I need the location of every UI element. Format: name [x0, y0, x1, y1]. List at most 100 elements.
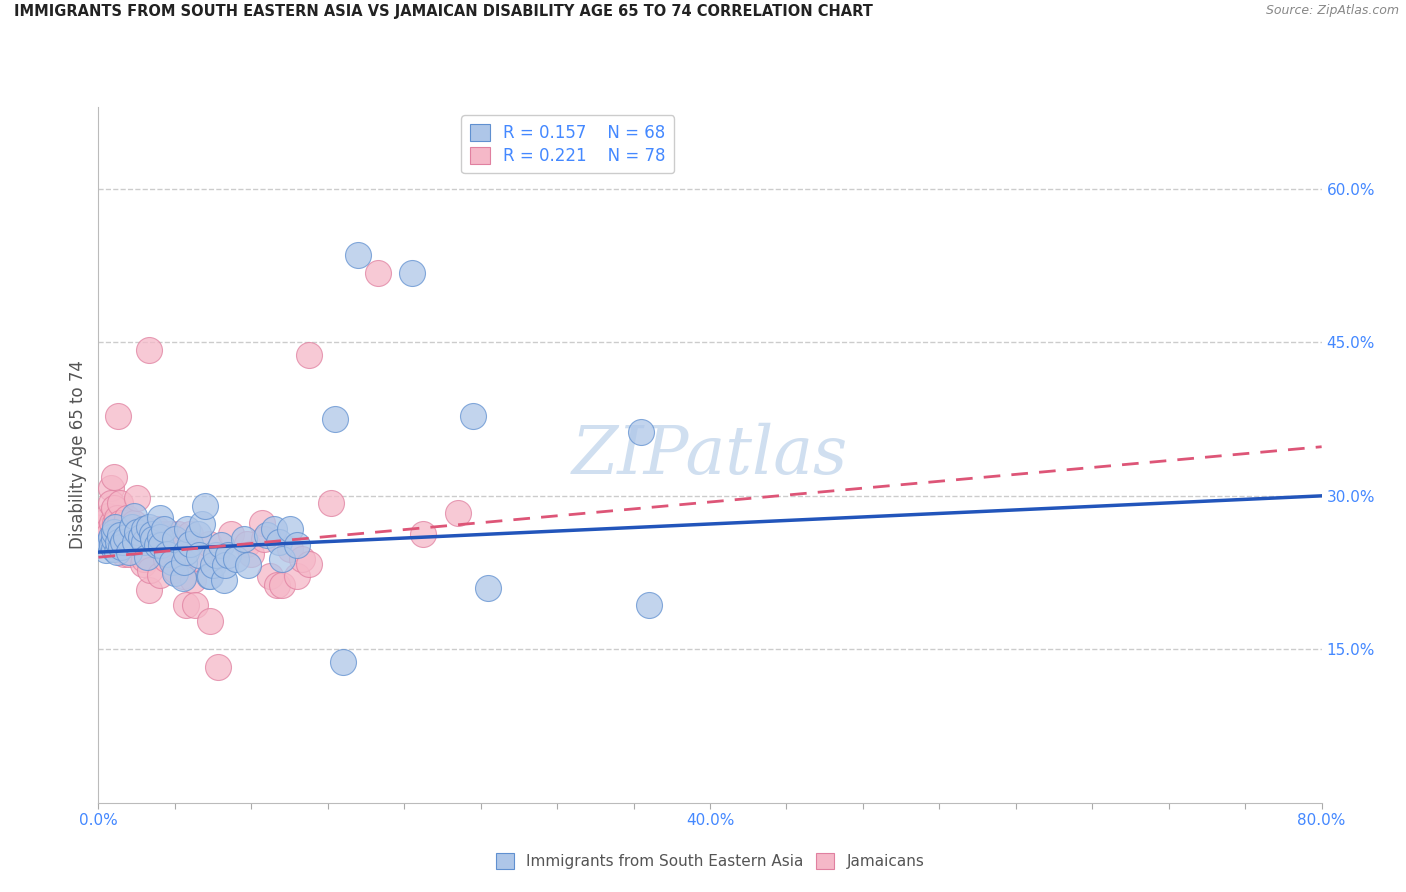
Point: [319, 496, 342, 510]
Text: ZIPatlas: ZIPatlas: [572, 422, 848, 488]
Point: [118, 547, 141, 561]
Point: [122, 516, 145, 531]
Point: [127, 532, 149, 546]
Point: [240, 547, 263, 561]
Point: [169, 537, 191, 551]
Point: [188, 548, 211, 562]
Point: [270, 578, 292, 592]
Point: [134, 522, 156, 536]
Point: [191, 517, 214, 532]
Point: [101, 532, 124, 546]
Point: [232, 532, 254, 546]
Point: [117, 526, 139, 541]
Point: [172, 568, 194, 582]
Point: [285, 568, 308, 582]
Point: [221, 526, 243, 541]
Point: [112, 532, 135, 546]
Point: [202, 558, 225, 573]
Point: [136, 550, 159, 565]
Point: [97, 509, 120, 524]
Point: [107, 409, 129, 423]
Point: [159, 526, 181, 541]
Point: [103, 532, 125, 546]
Point: [401, 266, 423, 280]
Point: [194, 499, 217, 513]
Point: [181, 573, 204, 587]
Point: [477, 581, 499, 595]
Point: [266, 578, 288, 592]
Point: [187, 526, 209, 541]
Point: [298, 348, 321, 362]
Point: [153, 542, 176, 557]
Point: [115, 516, 138, 531]
Point: [134, 552, 156, 566]
Point: [156, 547, 179, 561]
Point: [122, 509, 145, 524]
Point: [347, 248, 370, 262]
Point: [107, 535, 129, 549]
Point: [145, 522, 167, 536]
Point: [105, 511, 128, 525]
Point: [103, 470, 125, 484]
Point: [160, 552, 183, 566]
Point: [256, 527, 278, 541]
Point: [217, 548, 239, 562]
Point: [149, 567, 172, 582]
Point: [412, 526, 434, 541]
Point: [278, 542, 301, 557]
Point: [152, 526, 174, 541]
Point: [285, 538, 308, 552]
Point: [101, 516, 124, 531]
Text: IMMIGRANTS FROM SOUTH EASTERN ASIA VS JAMAICAN DISABILITY AGE 65 TO 74 CORRELATI: IMMIGRANTS FROM SOUTH EASTERN ASIA VS JA…: [14, 4, 873, 20]
Point: [630, 425, 652, 440]
Point: [139, 562, 162, 576]
Point: [298, 558, 321, 572]
Point: [447, 506, 470, 520]
Point: [250, 516, 273, 531]
Point: [209, 538, 232, 552]
Point: [205, 548, 228, 562]
Point: [104, 537, 127, 551]
Point: [138, 343, 160, 357]
Point: [198, 614, 221, 628]
Point: [145, 538, 167, 552]
Point: [235, 537, 257, 551]
Point: [91, 519, 114, 533]
Point: [149, 530, 172, 544]
Point: [120, 537, 142, 551]
Point: [197, 537, 219, 551]
Point: [103, 542, 125, 557]
Point: [197, 568, 219, 582]
Point: [190, 552, 212, 566]
Point: [163, 562, 186, 576]
Point: [112, 547, 135, 561]
Point: [149, 511, 172, 525]
Point: [103, 530, 125, 544]
Point: [225, 552, 247, 566]
Point: [129, 522, 152, 536]
Point: [121, 519, 143, 533]
Point: [132, 558, 155, 572]
Point: [115, 530, 138, 544]
Point: [111, 535, 134, 549]
Point: [167, 526, 190, 541]
Legend: Immigrants from South Eastern Asia, Jamaicans: Immigrants from South Eastern Asia, Jama…: [489, 847, 931, 875]
Point: [461, 409, 484, 423]
Point: [104, 516, 127, 531]
Point: [172, 571, 194, 585]
Point: [98, 535, 121, 549]
Point: [104, 519, 127, 533]
Point: [291, 552, 314, 566]
Point: [110, 540, 132, 554]
Point: [134, 535, 156, 549]
Point: [332, 655, 354, 669]
Point: [238, 558, 260, 573]
Point: [108, 516, 131, 531]
Point: [118, 545, 141, 559]
Point: [103, 524, 125, 539]
Point: [270, 552, 292, 566]
Point: [108, 496, 131, 510]
Point: [263, 522, 285, 536]
Point: [267, 535, 290, 549]
Point: [198, 568, 221, 582]
